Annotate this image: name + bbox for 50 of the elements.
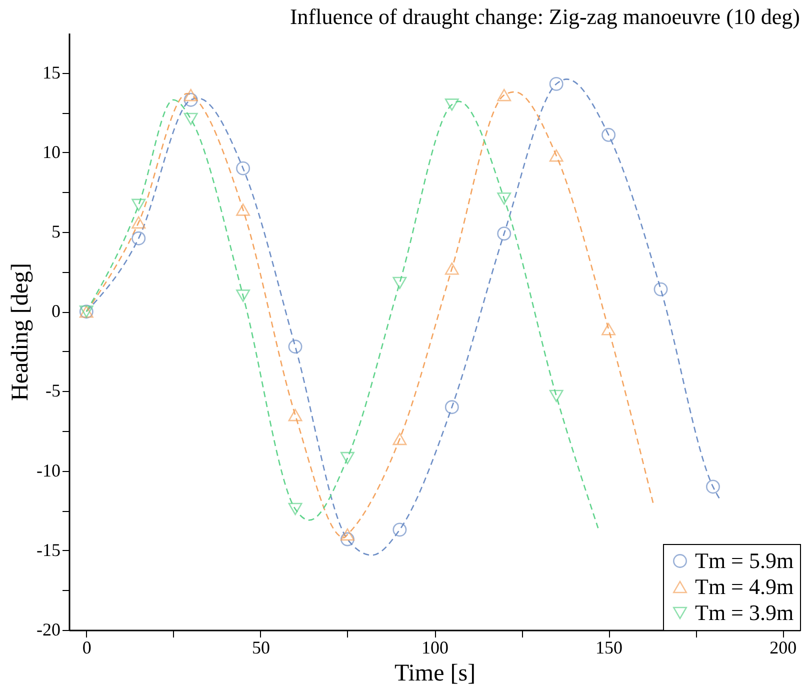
point	[497, 226, 512, 241]
point	[444, 262, 459, 275]
x-tick-label: 200	[770, 638, 797, 658]
y-tick-label: 0	[52, 301, 60, 322]
point	[444, 98, 459, 111]
point	[497, 88, 512, 102]
legend-label: Tm = 4.9m	[695, 574, 794, 599]
y-tick-label: -10	[36, 460, 60, 480]
y-tick-label: -20	[36, 620, 60, 640]
point	[340, 532, 354, 546]
x-tick-label: 0	[82, 638, 92, 658]
point	[340, 528, 354, 541]
x-tick-label: 150	[596, 638, 623, 658]
x-axis-title: Time [s]	[394, 660, 476, 686]
x-tick-label: 50	[252, 638, 270, 658]
point	[392, 432, 407, 446]
point	[392, 276, 407, 290]
y-tick-label: 15	[42, 62, 60, 82]
point	[288, 502, 302, 516]
y-tick-label: 10	[42, 142, 60, 162]
point	[132, 216, 146, 229]
point	[340, 452, 354, 464]
point	[184, 112, 198, 126]
point	[602, 322, 616, 336]
point	[444, 400, 459, 414]
y-tick-label: 5	[52, 222, 60, 242]
point	[549, 390, 564, 402]
point	[132, 231, 146, 246]
chart-title: Influence of draught change: Zig-zag manoeuvre (10 deg)	[290, 4, 800, 29]
legend-label: Tm = 3.9m	[695, 600, 794, 625]
point	[654, 282, 668, 296]
point	[288, 340, 302, 354]
y-tick-label: -5	[46, 380, 60, 401]
point	[549, 76, 564, 91]
y-axis-title: Heading [deg]	[8, 263, 34, 401]
point	[549, 149, 564, 162]
legend-label: Tm = 5.9m	[695, 548, 794, 573]
point	[132, 198, 146, 212]
point	[236, 290, 250, 302]
point	[392, 522, 407, 537]
point	[706, 480, 720, 494]
x-tick-label: 100	[422, 638, 448, 658]
point	[602, 128, 616, 142]
point	[184, 92, 198, 107]
point	[497, 192, 512, 205]
point	[184, 88, 198, 102]
y-tick-label: -15	[36, 540, 60, 560]
point	[288, 408, 302, 422]
point	[236, 161, 250, 176]
point	[236, 204, 250, 216]
